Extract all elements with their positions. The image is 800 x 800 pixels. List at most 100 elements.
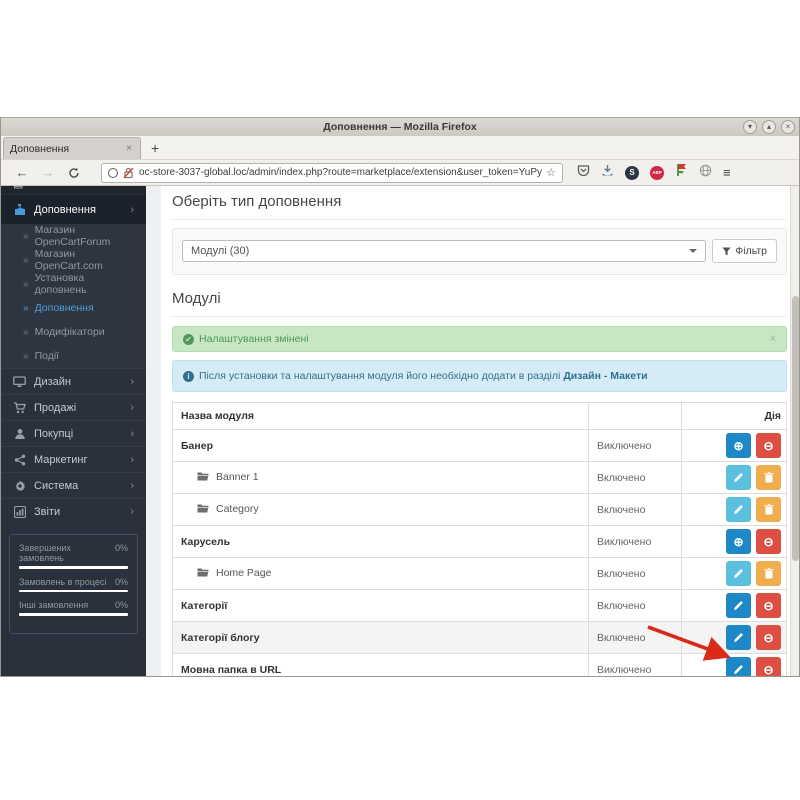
- chevron-right-icon: ›: [130, 479, 134, 492]
- user-icon: [13, 428, 26, 440]
- hamburger-menu-icon[interactable]: ≡: [723, 165, 731, 180]
- delete-button[interactable]: [756, 561, 781, 586]
- trash-icon: [764, 504, 773, 515]
- back-button[interactable]: ←: [15, 165, 29, 180]
- plus-circle-icon: ⊕: [733, 438, 744, 453]
- status-cell: Включено: [588, 461, 682, 494]
- url-bar[interactable]: oc-store-3037-global.loc/admin/index.php…: [101, 162, 563, 183]
- sidebar-item-modifications[interactable]: » Модифікатори: [23, 326, 105, 338]
- edit-button[interactable]: [726, 497, 752, 522]
- browser-viewport: ▤ Блог Доповнення › »Магазин OpenCartFor…: [1, 186, 799, 676]
- close-button[interactable]: ×: [781, 120, 795, 134]
- tracking-protection-icon[interactable]: [108, 167, 118, 178]
- sidebar-item-design[interactable]: Дизайн ›: [1, 368, 146, 394]
- check-circle-icon: ✔: [183, 333, 194, 345]
- extensions-submenu: » Магазин OpenCartForum » Магазин OpenCart…: [1, 224, 146, 368]
- delete-button[interactable]: [756, 465, 781, 490]
- extension-type-select[interactable]: Модулі (30): [182, 240, 707, 262]
- install-button[interactable]: ⊕: [726, 433, 752, 458]
- table-row-home-page: Home Page Включено: [172, 557, 787, 590]
- sidebar-item-events[interactable]: » Події: [23, 350, 60, 362]
- new-tab-button[interactable]: +: [151, 140, 160, 156]
- window-title: Доповнення — Mozilla Firefox: [323, 121, 477, 133]
- chevron-right-icon: ›: [130, 505, 134, 518]
- annotated-module-name: Мовна папка в URL: [181, 663, 282, 676]
- stat-value: 0%: [114, 600, 128, 610]
- flag-extension-icon[interactable]: [675, 163, 688, 182]
- uninstall-button[interactable]: ⊖: [756, 529, 781, 554]
- install-button[interactable]: ⊕: [726, 529, 752, 554]
- progress-bar: [19, 613, 128, 616]
- header-module-name: Назва модуля: [172, 402, 589, 430]
- sidebar-item-opencartforum-store[interactable]: » Магазин OpenCartForum: [23, 224, 111, 248]
- pencil-icon: [734, 633, 744, 642]
- trash-icon: [764, 568, 773, 579]
- uninstall-button[interactable]: ⊖: [756, 593, 781, 618]
- tab-extensions[interactable]: Доповнення ×: [3, 137, 141, 159]
- stat-processing-orders: Замовлень в процесі 0%: [19, 577, 128, 592]
- sidebar-item-blog-clipped[interactable]: ▤ Блог: [1, 186, 146, 194]
- alert-close-icon[interactable]: ×: [769, 333, 776, 345]
- minus-circle-icon: ⊖: [763, 438, 774, 453]
- info-alert-bold: Дизайн - Макети: [563, 370, 648, 382]
- uninstall-button[interactable]: ⊖: [756, 657, 781, 676]
- globe-icon[interactable]: [699, 164, 712, 182]
- ghostery-icon[interactable]: S: [625, 165, 639, 180]
- sidebar-item-sales[interactable]: Продажі ›: [1, 394, 146, 420]
- navigation-toolbar: ← → oc-store-3037-global.loc/admin/index…: [1, 160, 799, 186]
- puzzle-piece-icon: [13, 203, 26, 216]
- edit-button[interactable]: [726, 625, 752, 650]
- chevron-right-icon: ›: [130, 203, 134, 216]
- uninstall-button[interactable]: ⊖: [756, 433, 781, 458]
- sidebar-item-system[interactable]: Система ›: [1, 472, 146, 498]
- insecure-lock-icon[interactable]: [123, 167, 134, 179]
- success-alert: ✔ Налаштування змінені ×: [172, 326, 787, 352]
- delete-button[interactable]: [756, 497, 781, 522]
- info-alert-text: Після установки та налаштування модуля й…: [199, 370, 561, 382]
- sidebar-item-reports[interactable]: Звіти ›: [1, 498, 146, 524]
- tab-bar: Доповнення × +: [1, 136, 799, 160]
- section-title-modules: Модулі: [172, 290, 787, 317]
- window-titlebar[interactable]: Доповнення — Mozilla Firefox ▾ ▴ ×: [1, 117, 799, 136]
- edit-button[interactable]: [726, 465, 752, 490]
- table-row-category: Category Включено: [172, 493, 787, 526]
- info-alert: i Після установки та налаштування модуля…: [172, 360, 787, 392]
- blog-icon: ▤: [13, 186, 23, 190]
- filter-button[interactable]: Фільтр: [712, 239, 777, 263]
- sidebar-main-menu: Дизайн › Продажі › Покупці ›: [1, 368, 146, 524]
- monitor-icon: [13, 375, 26, 388]
- sidebar-item-extension-installer[interactable]: » Установка доповнень: [23, 272, 87, 296]
- vertical-scrollbar[interactable]: [790, 186, 799, 676]
- plus-circle-icon: ⊕: [733, 534, 744, 549]
- edit-button[interactable]: [726, 657, 752, 676]
- page-title: Оберіть тип доповнення: [172, 193, 787, 220]
- folder-icon: [197, 503, 209, 516]
- status-cell: Виключено: [588, 525, 682, 558]
- edit-button[interactable]: [726, 593, 752, 618]
- sidebar-item-extensions-list[interactable]: » Доповнення: [23, 302, 94, 314]
- forward-button[interactable]: →: [41, 165, 55, 180]
- pencil-icon: [734, 505, 744, 514]
- pocket-icon[interactable]: [577, 164, 590, 182]
- adblock-plus-icon[interactable]: ABP: [650, 165, 664, 180]
- edit-button[interactable]: [726, 561, 752, 586]
- folder-icon: [197, 471, 209, 484]
- download-icon[interactable]: [601, 164, 614, 182]
- tab-close-icon[interactable]: ×: [126, 143, 132, 154]
- progress-bar: [19, 589, 128, 592]
- sidebar-item-marketing[interactable]: Маркетинг ›: [1, 446, 146, 472]
- sidebar-item-customers[interactable]: Покупці ›: [1, 420, 146, 446]
- bookmark-star-icon[interactable]: ☆: [546, 167, 556, 179]
- minimize-button[interactable]: ▾: [743, 120, 757, 134]
- tab-label: Доповнення: [10, 142, 70, 155]
- url-text[interactable]: oc-store-3037-global.loc/admin/index.php…: [139, 167, 543, 178]
- uninstall-button[interactable]: ⊖: [756, 625, 781, 650]
- sidebar-item-opencart-store[interactable]: » Магазин OpenCart.com: [23, 248, 103, 272]
- success-alert-text: Налаштування змінені: [199, 333, 309, 345]
- sidebar-item-extensions[interactable]: Доповнення ›: [1, 194, 146, 224]
- maximize-button[interactable]: ▴: [762, 120, 776, 134]
- pencil-icon: [734, 601, 744, 610]
- scrollbar-thumb[interactable]: [792, 296, 799, 561]
- header-action: Дія: [681, 402, 787, 430]
- reload-button[interactable]: [61, 167, 87, 179]
